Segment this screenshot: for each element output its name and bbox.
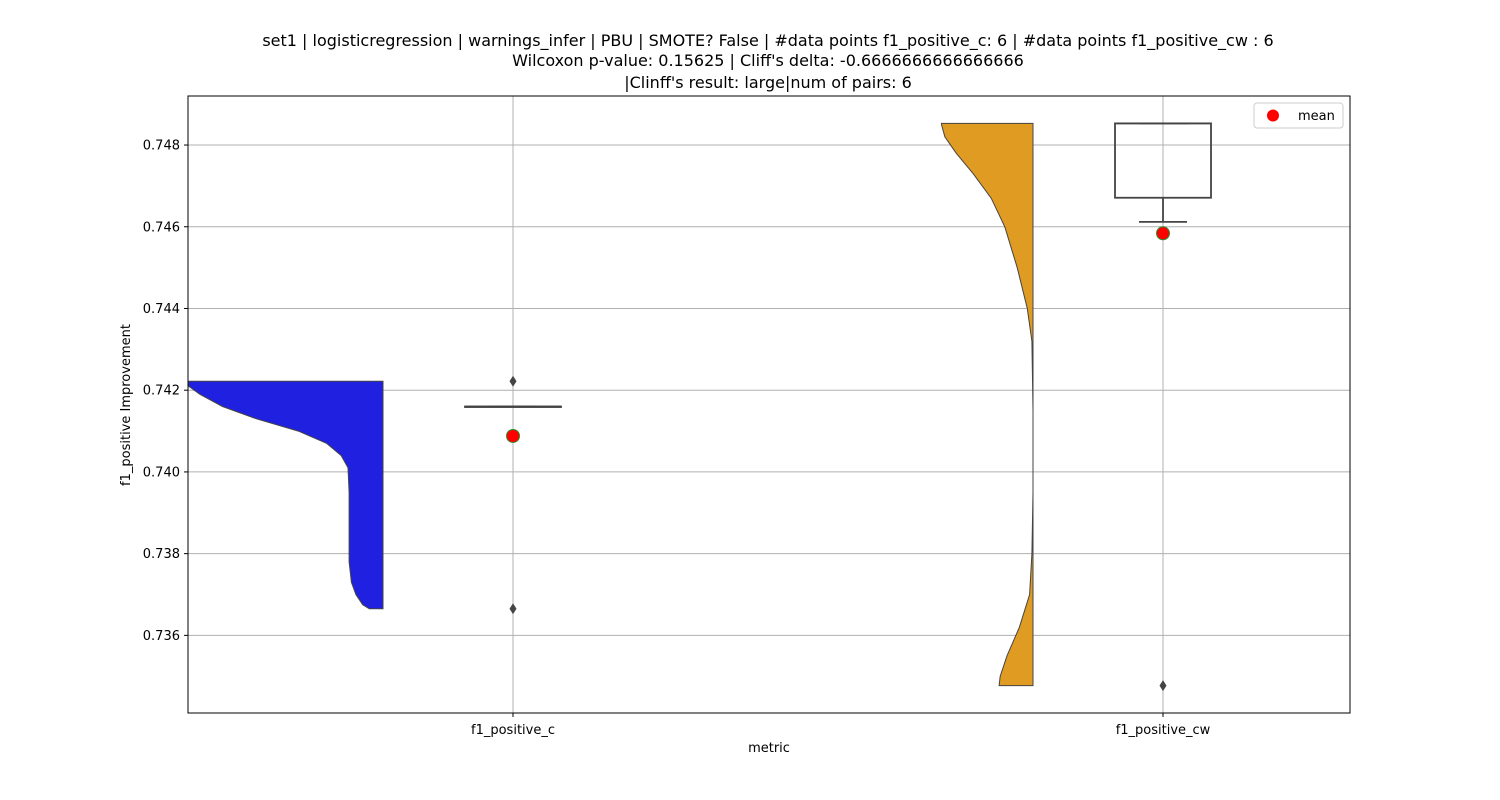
y-tick-label: 0.748 bbox=[143, 139, 180, 154]
legend: mean bbox=[1253, 102, 1344, 129]
chart-title-line-1: set1 | logisticregression | warnings_inf… bbox=[262, 31, 1273, 51]
violins bbox=[188, 122, 1034, 687]
points bbox=[506, 226, 1170, 692]
boxplots bbox=[464, 122, 1212, 408]
chart-title-line-2: Wilcoxon p-value: 0.15625 | Cliff's delt… bbox=[512, 51, 1024, 70]
legend-mean-label: mean bbox=[1298, 109, 1335, 124]
x-axis-label: metric bbox=[748, 741, 790, 756]
axis-ticks: 0.736 0.738 0.740 0.742 0.744 0.746 0.748 f1_po… bbox=[143, 139, 1211, 738]
outlier-f1_positive_cw bbox=[1159, 680, 1167, 692]
outlier-f1_positive_c bbox=[509, 375, 517, 387]
y-axis-label: f1_positive Improvement bbox=[119, 324, 134, 486]
y-tick-label: 0.742 bbox=[143, 384, 180, 399]
y-tick-label: 0.746 bbox=[143, 220, 180, 235]
mean-marker-f1_positive_cw bbox=[1156, 226, 1170, 241]
plot-frame bbox=[187, 95, 1351, 714]
violin-f1_positive_c bbox=[188, 380, 384, 610]
violin-f1_positive_cw bbox=[941, 122, 1034, 687]
y-tick-label: 0.738 bbox=[143, 547, 180, 562]
legend-frame bbox=[1253, 102, 1344, 129]
legend-mean-marker bbox=[1267, 109, 1279, 122]
mean-marker-f1_positive_c bbox=[506, 428, 520, 443]
x-tick-label: f1_positive_c bbox=[471, 723, 555, 738]
outlier-f1_positive_c bbox=[509, 603, 517, 615]
y-tick-label: 0.740 bbox=[143, 465, 180, 480]
x-tick-label: f1_positive_cw bbox=[1116, 723, 1211, 738]
y-tick-label: 0.744 bbox=[143, 302, 180, 317]
y-tick-label: 0.736 bbox=[143, 629, 180, 644]
chart-title-line-3: |Clinff's result: large|num of pairs: 6 bbox=[624, 73, 912, 92]
